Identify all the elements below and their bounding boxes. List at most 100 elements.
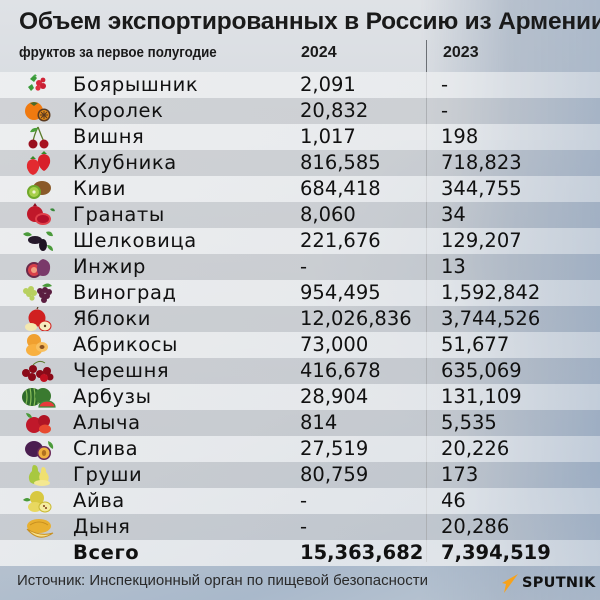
value-2024: - (300, 255, 308, 278)
value-2024: 2,091 (300, 73, 356, 96)
mulberry-icon (23, 231, 53, 251)
value-2023: 3,744,526 (441, 307, 541, 330)
table-row: Виноград 954,495 1,592,842 (0, 280, 600, 306)
fruit-name: Алыча (73, 411, 141, 434)
value-2024: 416,678 (300, 359, 381, 382)
value-2024: 221,676 (300, 229, 381, 252)
apricot-icon (26, 334, 48, 356)
value-2024: 20,832 (300, 99, 369, 122)
value-2023: 718,823 (441, 151, 522, 174)
value-2024: 8,060 (300, 203, 356, 226)
strawberry-icon (26, 151, 51, 175)
chart-subtitle: фруктов за первое полугодие (19, 45, 217, 61)
value-2024: 1,017 (300, 125, 356, 148)
value-2023: - (441, 73, 449, 96)
fruit-name: Груши (73, 463, 143, 486)
fruit-name: Арбузы (73, 385, 152, 408)
fruit-name: Слива (73, 437, 139, 460)
value-2023: 20,226 (441, 437, 510, 460)
value-2024: 27,519 (300, 437, 369, 460)
cherry-icon (28, 126, 49, 149)
value-2023: 51,677 (441, 333, 510, 356)
fruit-name: Инжир (73, 255, 146, 278)
apple-icon (25, 307, 52, 331)
value-2023: 13 (441, 255, 466, 278)
total-2024: 15,363,682 (300, 541, 424, 564)
table-row: Яблоки 12,026,836 3,744,526 (0, 306, 600, 332)
value-2024: 816,585 (300, 151, 381, 174)
value-2023: 1,592,842 (441, 281, 541, 304)
value-2023: 5,535 (441, 411, 497, 434)
plum-icon (25, 441, 54, 460)
total-row: Всего 15,363,682 7,394,519 (0, 540, 600, 566)
value-2023: 20,286 (441, 515, 510, 538)
value-2024: 814 (300, 411, 338, 434)
table-row: Киви 684,418 344,755 (0, 176, 600, 202)
value-2024: - (300, 489, 308, 512)
value-2023: 46 (441, 489, 466, 512)
value-2023: - (441, 99, 449, 122)
total-2023: 7,394,519 (441, 541, 551, 564)
fruit-name: Королек (73, 99, 164, 122)
value-2024: 12,026,836 (300, 307, 412, 330)
cherry-plum-icon (26, 413, 51, 434)
source-note: Источник: Инспекционный орган по пищевой… (17, 572, 428, 589)
column-header-2023: 2023 (443, 44, 479, 61)
value-2024: 954,495 (300, 281, 381, 304)
watermelon-icon (22, 387, 56, 408)
value-2023: 173 (441, 463, 479, 486)
fruit-name: Черешня (73, 359, 170, 382)
quince-icon (23, 491, 52, 513)
value-2024: 73,000 (300, 333, 369, 356)
fruit-name: Дыня (73, 515, 131, 538)
pear-icon (28, 465, 50, 486)
chart-title: Объем экспортированных в Россию из Армен… (19, 8, 600, 35)
kiwi-icon (27, 181, 51, 199)
value-2023: 635,069 (441, 359, 522, 382)
table-row: Королек 20,832 - (0, 98, 600, 124)
brand-name: SPUTNIK (522, 575, 596, 591)
table-row: Абрикосы 73,000 51,677 (0, 332, 600, 358)
total-label: Всего (73, 541, 140, 564)
table-row: Слива 27,519 20,226 (0, 436, 600, 462)
table-row: Черешня 416,678 635,069 (0, 358, 600, 384)
table-row: Арбузы 28,904 131,109 (0, 384, 600, 410)
fruit-name: Яблоки (73, 307, 152, 330)
hawthorn-icon (28, 74, 46, 91)
fruit-name: Клубника (73, 151, 177, 174)
persimmon-icon (25, 102, 51, 122)
column-header-2024: 2024 (301, 44, 337, 61)
fruit-name: Айва (73, 489, 125, 512)
fruit-name: Киви (73, 177, 127, 200)
fruit-name: Шелковица (73, 229, 197, 252)
value-2024: - (300, 515, 308, 538)
pomegranate-icon (27, 203, 55, 225)
grape-icon (23, 283, 52, 303)
table-row: Айва - 46 (0, 488, 600, 514)
value-2023: 198 (441, 125, 479, 148)
brand-logo: SPUTNIK (500, 572, 596, 594)
table-row: Алыча 814 5,535 (0, 410, 600, 436)
fruit-name: Абрикосы (73, 333, 179, 356)
value-2024: 80,759 (300, 463, 369, 486)
table-row: Дыня - 20,286 (0, 514, 600, 540)
value-2023: 129,207 (441, 229, 522, 252)
table-row: Боярышник 2,091 - (0, 72, 600, 98)
value-2023: 344,755 (441, 177, 522, 200)
value-2023: 131,109 (441, 385, 522, 408)
fruit-name: Виноград (73, 281, 177, 304)
table-row: Инжир - 13 (0, 254, 600, 280)
data-table: Боярышник 2,091 - Королек 20,832 - Вишня… (0, 72, 600, 566)
fruit-name: Боярышник (73, 73, 199, 96)
value-2024: 28,904 (300, 385, 369, 408)
fruit-name: Вишня (73, 125, 145, 148)
table-row: Шелковица 221,676 129,207 (0, 228, 600, 254)
sputnik-logo-icon (502, 574, 518, 593)
fig-icon (26, 259, 51, 278)
value-2023: 34 (441, 203, 466, 226)
value-2024: 684,418 (300, 177, 381, 200)
table-row: Клубника 816,585 718,823 (0, 150, 600, 176)
sweet-cherry-icon (22, 360, 54, 382)
table-row: Вишня 1,017 198 (0, 124, 600, 150)
table-row: Гранаты 8,060 34 (0, 202, 600, 228)
